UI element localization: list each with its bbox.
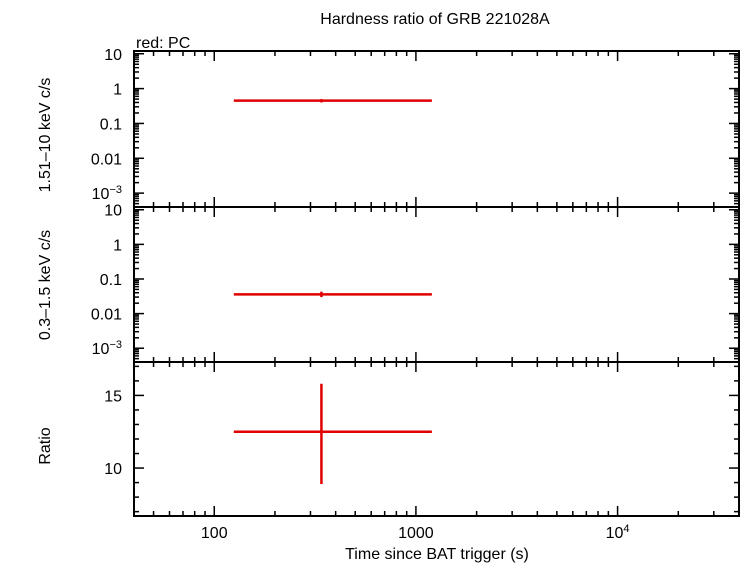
y-axis-label-ratio: Ratio bbox=[37, 427, 54, 464]
y-tick-label: 10 bbox=[104, 461, 122, 478]
y-tick-label: 0.1 bbox=[100, 272, 122, 289]
x-tick-label: 100 bbox=[201, 525, 228, 542]
y-tick-label: 0.01 bbox=[91, 307, 122, 324]
chart-subtitle: red: PC bbox=[136, 35, 190, 52]
panel-hard: 10 1 0.1 0.01 10−3 1.51–10 keV c/s bbox=[37, 47, 740, 208]
panel-soft: 10 1 0.1 0.01 10−3 0.3–1.5 keV c/s bbox=[37, 203, 740, 363]
plot-frame bbox=[133, 206, 740, 363]
x-tick-label: 104 bbox=[606, 523, 630, 542]
plot-frame bbox=[133, 50, 740, 208]
y-axis-label-hard: 1.51–10 keV c/s bbox=[37, 78, 54, 193]
y-tick-label: 1 bbox=[113, 82, 122, 99]
x-tick-labels: 100 1000 104 bbox=[201, 523, 630, 542]
y-tick-label: 0.1 bbox=[100, 116, 122, 133]
plot-frame bbox=[133, 361, 740, 517]
x-axis-label: Time since BAT trigger (s) bbox=[345, 546, 529, 563]
y-tick-label: 10−3 bbox=[92, 184, 122, 203]
y-tick-label: 10 bbox=[104, 203, 122, 220]
y-tick-label: 10 bbox=[104, 47, 122, 64]
y-tick-label: 10−3 bbox=[92, 339, 122, 358]
y-axis-label-soft: 0.3–1.5 keV c/s bbox=[37, 230, 54, 340]
x-tick-label: 1000 bbox=[398, 525, 434, 542]
chart-title: Hardness ratio of GRB 221028A bbox=[320, 11, 550, 28]
y-tick-label: 1 bbox=[113, 237, 122, 254]
panel-ratio: 15 10 Ratio bbox=[37, 361, 740, 517]
y-tick-label: 0.01 bbox=[91, 151, 122, 168]
y-tick-label: 15 bbox=[104, 388, 122, 405]
